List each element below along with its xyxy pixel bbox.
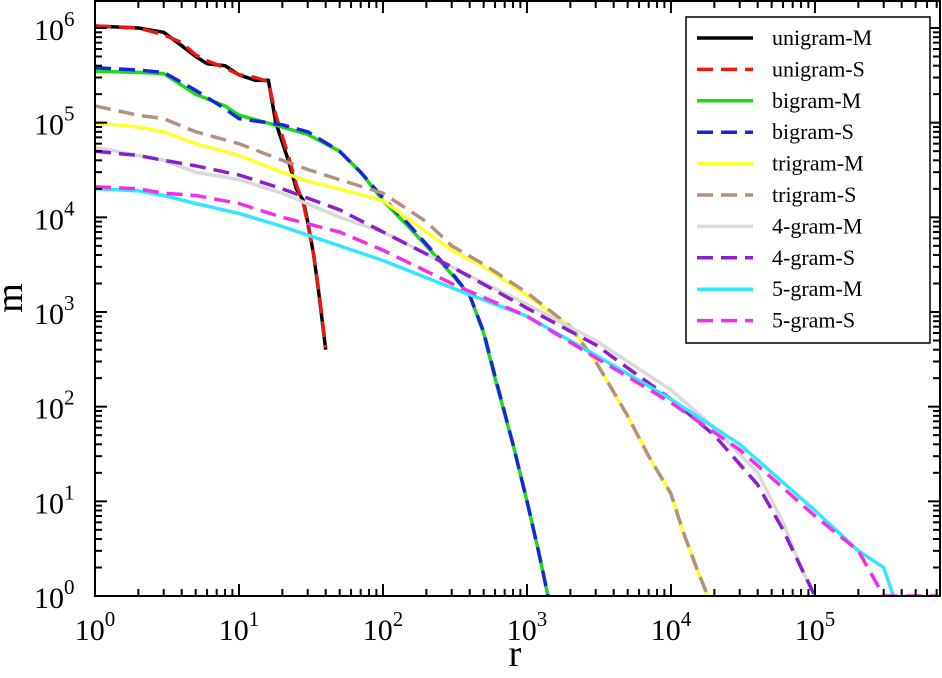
legend-label-trigram-m: trigram-M: [772, 151, 864, 176]
legend-label-trigram-s: trigram-S: [772, 182, 856, 207]
legend-label-bigram-s: bigram-S: [772, 119, 854, 144]
x-tick-label: 105: [795, 607, 836, 647]
x-tick-label: 101: [219, 607, 260, 647]
series-line-trigram-m: [95, 120, 710, 596]
series-line-5-gram-m: [95, 187, 895, 596]
axes-layer: [94, 0, 941, 597]
y-tick-label: 102: [34, 386, 75, 426]
y-tick-label: 103: [34, 291, 75, 331]
legend-label-unigram-m: unigram-M: [772, 25, 872, 50]
series-line-5-gram-s: [95, 185, 937, 596]
series-line-4-gram-m: [95, 145, 817, 596]
series-line-unigram-s: [95, 24, 328, 348]
legend-label-unigram-s: unigram-S: [772, 56, 865, 81]
x-tick-label: 102: [363, 607, 404, 647]
y-tick-label: 106: [34, 7, 75, 47]
x-axis-title: r: [509, 633, 522, 675]
tick-labels: 100 101 102 103 104 105 100 101 102 103 104 105 106: [34, 7, 835, 647]
series-line-4-gram-s: [95, 149, 817, 596]
series-line-bigram-s: [95, 66, 550, 596]
y-tick-label: 100: [34, 575, 75, 615]
x-tick-label: 103: [507, 607, 548, 647]
series-line-trigram-s: [95, 104, 710, 596]
y-tick-label: 105: [34, 102, 75, 142]
legend-label-5-gram-s: 5-gram-S: [772, 308, 855, 333]
y-tick-label: 104: [34, 196, 75, 236]
legend-label-bigram-m: bigram-M: [772, 88, 861, 113]
legend-label-5-gram-m: 5-gram-M: [772, 276, 862, 301]
x-tick-label: 100: [75, 607, 116, 647]
legend-label-4-gram-m: 4-gram-M: [772, 213, 862, 238]
legend-label-4-gram-s: 4-gram-S: [772, 245, 855, 270]
legend: unigram-M unigram-S bigram-M bigram-S trigra…: [685, 16, 931, 344]
y-axis-title: m: [0, 283, 31, 313]
y-tick-label: 101: [34, 480, 75, 520]
x-tick-label: 104: [651, 607, 692, 647]
axes-frame: [94, 0, 941, 597]
series-layer: [95, 24, 937, 596]
